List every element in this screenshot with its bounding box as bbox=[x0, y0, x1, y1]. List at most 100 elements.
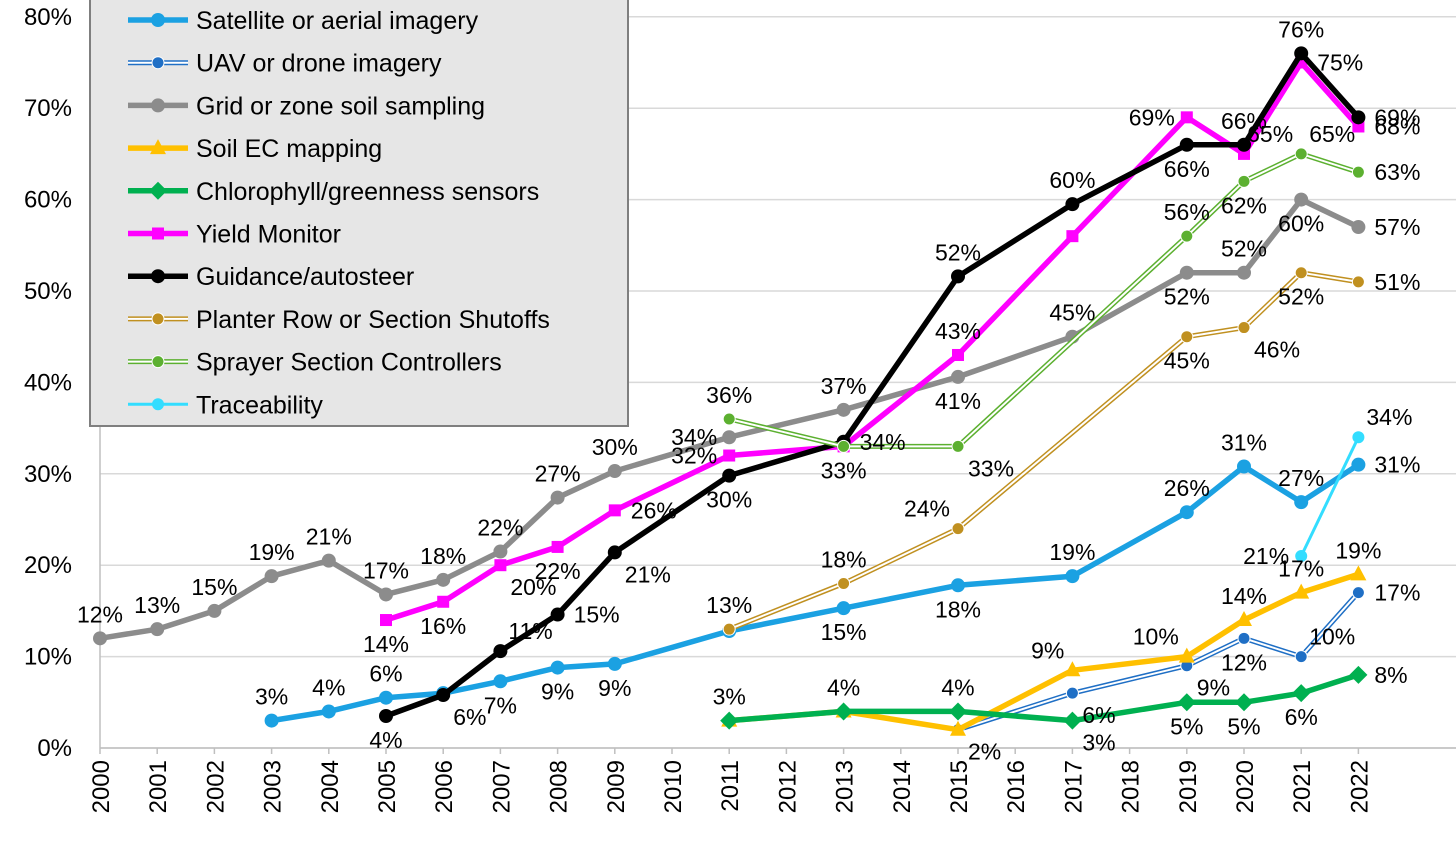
x-tick-label: 2001 bbox=[145, 760, 172, 813]
data-point bbox=[1236, 611, 1252, 627]
x-tick-label: 2022 bbox=[1346, 760, 1373, 813]
data-label: 9% bbox=[598, 675, 631, 701]
data-label: 65% bbox=[1247, 121, 1293, 147]
data-point bbox=[1180, 330, 1194, 344]
data-point bbox=[550, 660, 565, 675]
data-point bbox=[207, 603, 222, 618]
data-label: 19% bbox=[1049, 539, 1095, 565]
data-point bbox=[321, 553, 336, 568]
data-label: 45% bbox=[1164, 348, 1210, 374]
data-label: 52% bbox=[1221, 236, 1267, 262]
x-tick-label: 2021 bbox=[1289, 760, 1316, 813]
legend-item-satellite-or-aerial-imagery: Satellite or aerial imagery bbox=[128, 7, 479, 35]
x-tick-label: 2012 bbox=[774, 760, 801, 813]
data-label: 13% bbox=[134, 592, 180, 618]
data-point bbox=[1178, 647, 1195, 663]
data-point bbox=[1065, 197, 1080, 212]
data-point bbox=[1293, 583, 1310, 599]
data-label: 2% bbox=[968, 739, 1001, 765]
data-point bbox=[1351, 275, 1365, 289]
data-label: 4% bbox=[941, 674, 974, 700]
data-point bbox=[722, 468, 737, 483]
legend-marker bbox=[151, 355, 165, 369]
data-label: 19% bbox=[249, 539, 295, 565]
legend-label: Chlorophyll/greenness sensors bbox=[196, 178, 539, 206]
legend-marker bbox=[151, 312, 165, 326]
data-point bbox=[1350, 565, 1367, 581]
data-label: 17% bbox=[363, 557, 409, 583]
data-label: 30% bbox=[592, 434, 638, 460]
data-point bbox=[437, 595, 450, 608]
y-tick-label: 70% bbox=[24, 95, 72, 122]
data-point bbox=[93, 631, 107, 646]
x-tick-label: 2019 bbox=[1175, 760, 1202, 813]
data-label: 34% bbox=[671, 424, 717, 450]
data-point bbox=[380, 614, 392, 627]
data-point bbox=[1180, 229, 1194, 243]
data-label: 22% bbox=[477, 514, 523, 540]
x-tick-label: 2008 bbox=[546, 760, 573, 813]
y-tick-label: 10% bbox=[24, 644, 72, 671]
x-tick-label: 2016 bbox=[1003, 760, 1030, 813]
legend-marker bbox=[151, 56, 165, 70]
data-point bbox=[836, 402, 851, 417]
data-point bbox=[1295, 550, 1308, 563]
data-point bbox=[1065, 686, 1079, 700]
series-line bbox=[1299, 436, 1360, 557]
data-point bbox=[1294, 147, 1308, 161]
data-label: 17% bbox=[1374, 580, 1420, 606]
data-point bbox=[1063, 711, 1082, 730]
data-label: 13% bbox=[706, 592, 752, 618]
series-uav-or-drone-imagery bbox=[951, 586, 1365, 737]
x-tick-label: 2006 bbox=[431, 760, 458, 813]
data-label: 18% bbox=[420, 543, 466, 569]
data-label: 19% bbox=[1335, 537, 1381, 563]
data-point bbox=[150, 622, 165, 637]
data-label: 6% bbox=[453, 704, 486, 730]
data-point bbox=[1235, 693, 1253, 712]
x-tick-label: 2013 bbox=[832, 760, 859, 813]
x-tick-label: 2002 bbox=[202, 760, 229, 813]
data-labels: 3% 4%6%7%9% 9%15%18%19%26%31%27%31%6%9%12%… bbox=[77, 16, 1420, 764]
data-label: 51% bbox=[1374, 269, 1420, 295]
legend-marker bbox=[152, 227, 164, 240]
data-label: 46% bbox=[1254, 337, 1300, 363]
data-label: 56% bbox=[1164, 199, 1210, 225]
data-label: 15% bbox=[821, 619, 867, 645]
legend-item-yield-monitor: Yield Monitor bbox=[128, 221, 341, 249]
axes: 0% 10% 20% 30% 40% 50% 60% 70% 80% 2000 2001 2002 20… bbox=[24, 0, 1456, 813]
data-label: 3% bbox=[255, 684, 288, 710]
data-label: 52% bbox=[1278, 284, 1324, 310]
legend-item-soil-ec-mapping: Soil EC mapping bbox=[128, 135, 382, 163]
data-label: 5% bbox=[1227, 713, 1260, 739]
data-point bbox=[837, 439, 851, 453]
legend-label: Soil EC mapping bbox=[196, 135, 382, 163]
data-point bbox=[493, 674, 508, 689]
data-point bbox=[607, 545, 622, 560]
data-label: 26% bbox=[631, 497, 677, 523]
data-point bbox=[1179, 265, 1194, 280]
data-label: 12% bbox=[1221, 649, 1267, 675]
data-point bbox=[379, 587, 393, 602]
legend-label: UAV or drone imagery bbox=[196, 50, 442, 78]
data-point bbox=[722, 622, 736, 636]
data-label: 76% bbox=[1278, 16, 1324, 42]
data-point bbox=[722, 430, 737, 445]
data-label: 75% bbox=[1317, 50, 1363, 76]
data-point bbox=[1352, 431, 1365, 444]
data-point bbox=[1064, 661, 1081, 677]
data-label: 60% bbox=[1049, 167, 1095, 193]
y-tick-label: 80% bbox=[24, 4, 72, 31]
legend-marker bbox=[151, 269, 165, 284]
legend-marker bbox=[149, 181, 167, 200]
x-tick-label: 2015 bbox=[946, 760, 973, 813]
data-point bbox=[1294, 650, 1308, 664]
legend-marker bbox=[150, 139, 166, 155]
data-label: 34% bbox=[1366, 404, 1412, 430]
data-point bbox=[949, 702, 967, 721]
data-label: 33% bbox=[968, 455, 1014, 481]
data-point bbox=[951, 369, 965, 384]
data-point bbox=[436, 687, 451, 702]
data-point bbox=[1351, 220, 1366, 235]
